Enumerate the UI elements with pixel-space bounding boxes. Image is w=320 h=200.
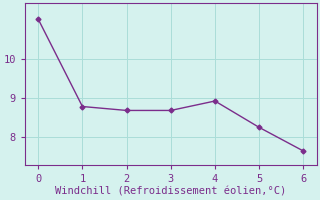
X-axis label: Windchill (Refroidissement éolien,°C): Windchill (Refroidissement éolien,°C) xyxy=(55,187,286,197)
